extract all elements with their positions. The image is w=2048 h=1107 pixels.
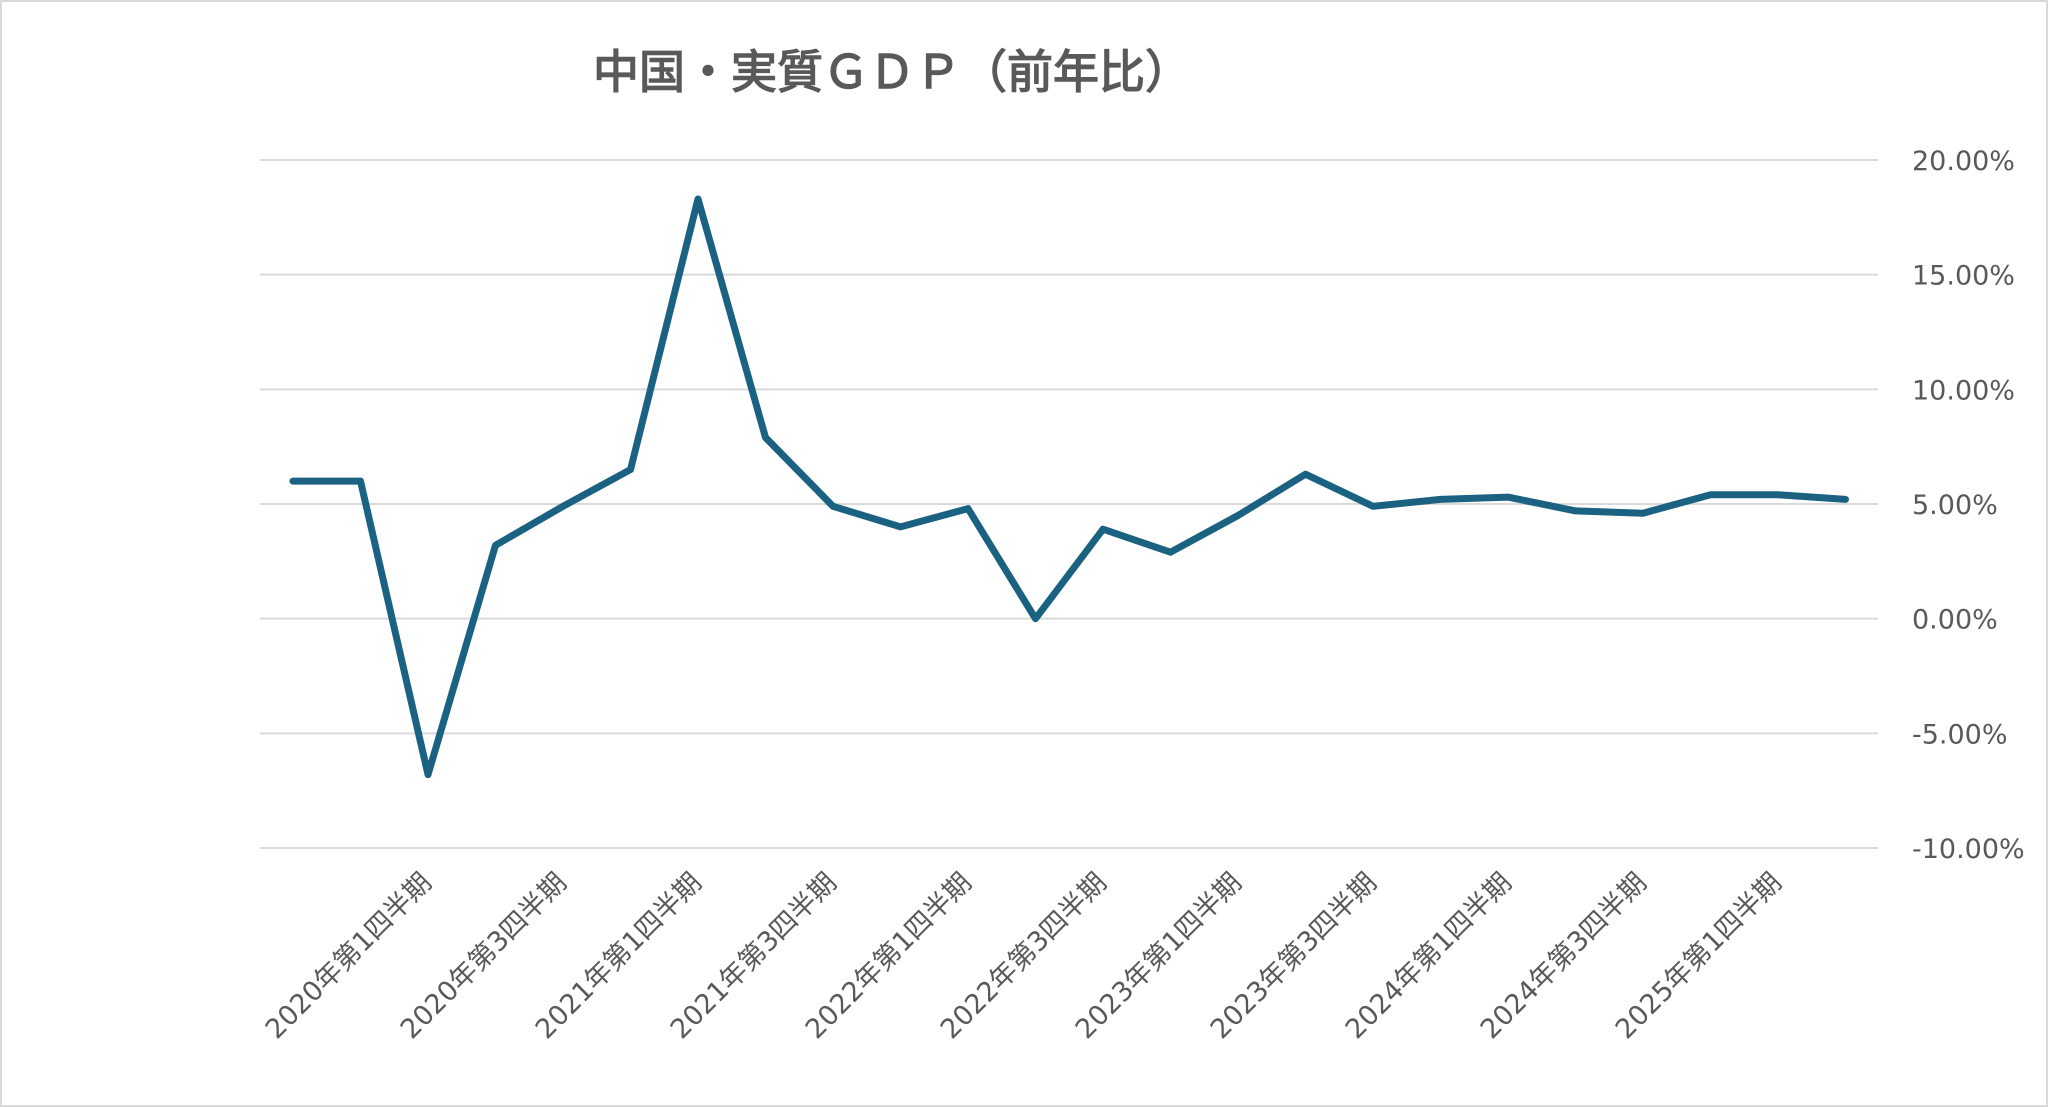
series-line: [289, 195, 1849, 779]
y-tick-label: 15.00%: [1912, 261, 2015, 292]
y-tick-label: 10.00%: [1912, 375, 2015, 406]
chart-title: 中国・実質ＧＤＰ（前年比）: [593, 45, 1191, 99]
x-axis-tick-labels: 2020年第1四半期2020年第3四半期2021年第1四半期2021年第3四半期…: [260, 867, 1788, 1045]
y-tick-label: 20.00%: [1912, 146, 2015, 177]
gridlines: [260, 159, 1878, 849]
y-axis-tick-labels: 20.00% 15.00% 10.00% 5.00% 0.00% -5.00% -10.00…: [1912, 146, 2025, 865]
y-tick-label: -5.00%: [1912, 719, 2008, 750]
y-tick-label: -10.00%: [1912, 834, 2025, 865]
y-tick-label: 5.00%: [1912, 490, 1998, 521]
y-tick-label: 0.00%: [1912, 605, 1998, 636]
series-layer: [289, 195, 1849, 779]
